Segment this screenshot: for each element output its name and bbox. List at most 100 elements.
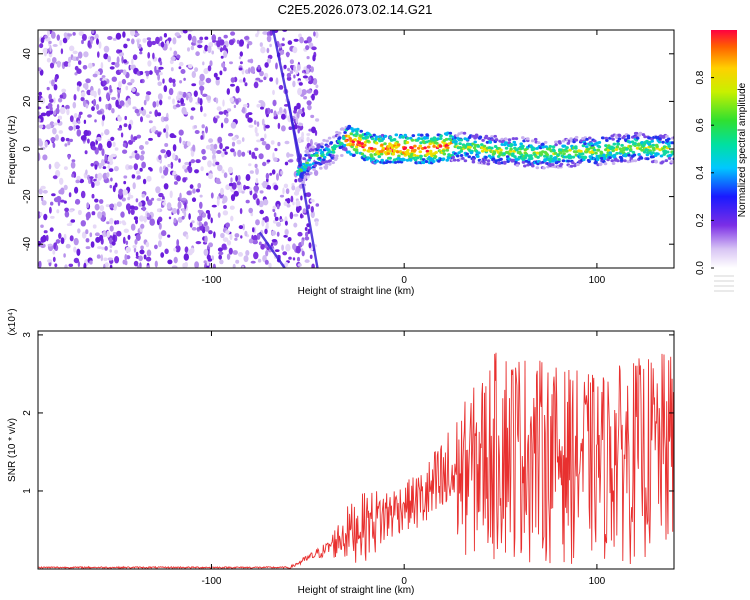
heatmap-cell <box>416 146 421 150</box>
heatmap-cell <box>616 139 620 143</box>
heatmap-cell <box>176 239 180 247</box>
heatmap-cell <box>406 148 410 152</box>
heatmap-cell <box>172 37 177 45</box>
heatmap-cell <box>225 230 230 235</box>
heatmap-cell <box>227 166 234 174</box>
heatmap-cell <box>286 197 291 204</box>
heatmap-cell <box>164 248 169 255</box>
heatmap-cell <box>385 160 390 164</box>
heatmap-cell <box>152 101 157 108</box>
heatmap-cell <box>297 87 303 96</box>
heatmap-cell <box>197 215 203 222</box>
heatmap-cell <box>285 188 290 195</box>
heatmap-cell <box>104 262 109 268</box>
heatmap-cell <box>438 144 443 148</box>
heatmap-cell <box>498 157 503 161</box>
heatmap-cell <box>142 206 146 212</box>
heatmap-cell <box>620 158 624 162</box>
heatmap-cell <box>158 192 164 198</box>
heatmap-cell <box>299 172 304 176</box>
heatmap-cell <box>39 212 43 217</box>
heatmap-cell <box>253 120 257 125</box>
heatmap-cell <box>168 88 174 96</box>
heatmap-cell <box>184 161 190 166</box>
heatmap-cell <box>287 237 292 242</box>
heatmap-cell <box>305 163 309 167</box>
heatmap-cell <box>109 217 114 225</box>
heatmap-cell <box>76 248 81 256</box>
heatmap-cell <box>51 79 55 87</box>
heatmap-cell <box>38 188 43 195</box>
heatmap-cell <box>258 153 264 160</box>
heatmap-cell <box>459 149 464 153</box>
heatmap-cell <box>92 73 98 78</box>
heatmap-cell <box>136 175 141 180</box>
heatmap-cell <box>63 253 66 258</box>
heatmap-cell <box>277 122 281 130</box>
heatmap-cell <box>410 138 415 142</box>
heatmap-cell <box>309 254 313 259</box>
heatmap-cell <box>73 237 79 246</box>
heatmap-cell <box>122 149 128 154</box>
heatmap-cell <box>228 182 234 187</box>
heatmap-cell <box>105 92 110 100</box>
heatmap-cell <box>327 136 332 140</box>
heatmap-cell <box>671 152 674 155</box>
heatmap-cell <box>142 178 147 185</box>
heatmap-cell <box>283 64 287 69</box>
heatmap-cell <box>121 197 126 202</box>
heatmap-cell <box>95 104 100 110</box>
heatmap-cell <box>94 232 100 237</box>
heatmap-cell <box>130 134 134 142</box>
heatmap-cell <box>157 132 161 138</box>
heatmap-cell <box>490 138 495 142</box>
heatmap-cell <box>603 162 608 166</box>
heatmap-cell <box>38 111 41 116</box>
heatmap-cell <box>293 38 299 42</box>
heatmap-cell <box>120 132 124 138</box>
heatmap-cell <box>541 145 545 149</box>
heatmap-cell <box>312 54 316 62</box>
heatmap-cell <box>165 124 169 132</box>
heatmap-cell <box>576 163 580 167</box>
heatmap-cell <box>293 64 296 73</box>
heatmap-cell <box>223 67 227 72</box>
heatmap-cell <box>432 144 436 148</box>
heatmap-cell <box>116 220 120 225</box>
heatmap-cell <box>80 190 86 199</box>
heatmap-cell <box>45 110 51 117</box>
heatmap-cell <box>305 151 310 155</box>
heatmap-cell <box>301 180 306 184</box>
heatmap-cell <box>420 133 424 137</box>
heatmap-cell <box>605 139 609 142</box>
heatmap-cell <box>306 133 311 136</box>
heatmap-cell <box>124 115 127 121</box>
heatmap-cell <box>87 138 90 144</box>
heatmap-cell <box>139 71 144 75</box>
heatmap-cell <box>265 108 268 116</box>
heatmap-cell <box>299 36 304 44</box>
heatmap-cell <box>292 201 295 206</box>
heatmap-cell <box>475 154 480 158</box>
spectrogram-xlabel: Height of straight line (km) <box>298 286 415 297</box>
heatmap-cell <box>667 137 671 141</box>
heatmap-cell <box>244 186 250 190</box>
heatmap-cell <box>608 156 612 160</box>
heatmap-cell <box>242 223 246 231</box>
heatmap-cell <box>174 32 180 37</box>
heatmap-cell <box>666 150 670 154</box>
colorbar-tick-label: 0.0 <box>695 261 706 275</box>
heatmap-cell <box>276 221 281 227</box>
heatmap-cell <box>231 141 236 147</box>
heatmap-cell <box>225 184 231 191</box>
heatmap-cell <box>266 58 271 64</box>
heatmap-cell <box>657 137 662 141</box>
heatmap-cell <box>218 254 222 260</box>
heatmap-cell <box>243 77 246 83</box>
heatmap-cell <box>664 159 669 163</box>
heatmap-cell <box>98 96 102 102</box>
heatmap-cell <box>107 165 111 169</box>
heatmap-cell <box>239 61 243 65</box>
heatmap-cell <box>100 132 104 136</box>
heatmap-cell <box>600 136 605 140</box>
